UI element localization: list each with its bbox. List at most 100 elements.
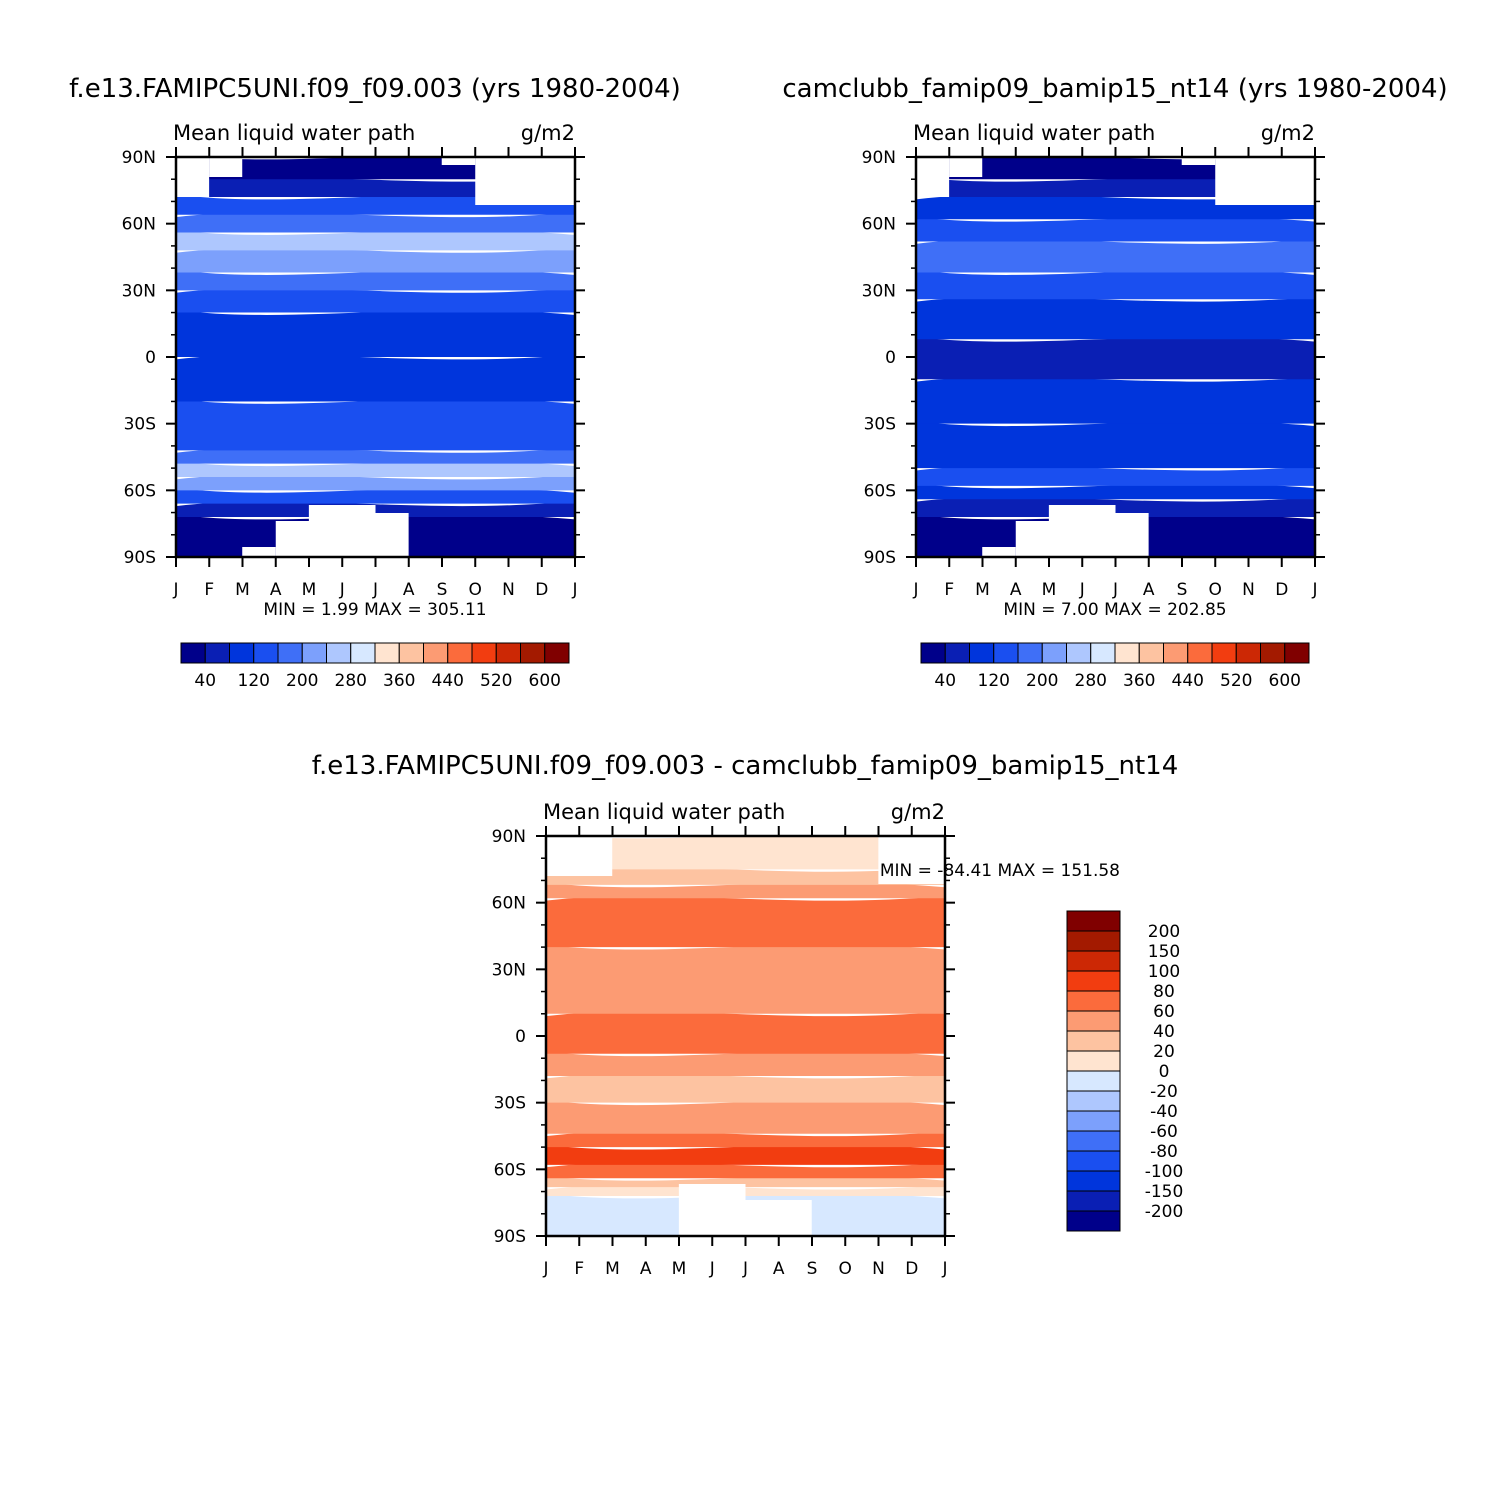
colorbar-label: 0 bbox=[1159, 1062, 1170, 1082]
contour-band bbox=[546, 866, 945, 885]
contour-field bbox=[916, 157, 1315, 557]
x-tick-label: A bbox=[640, 1259, 652, 1279]
x-tick-label: A bbox=[403, 580, 415, 600]
missing-data-region bbox=[1048, 505, 1116, 521]
missing-data-region bbox=[678, 1200, 812, 1236]
y-tick-label: 90N bbox=[862, 148, 896, 168]
y-tick-label: 30N bbox=[492, 960, 526, 980]
x-tick-label: S bbox=[1177, 580, 1188, 600]
contour-band bbox=[176, 399, 575, 451]
colorbar-label: -80 bbox=[1150, 1142, 1178, 1162]
missing-data-region bbox=[949, 157, 983, 177]
x-tick-label: S bbox=[807, 1259, 818, 1279]
colorbar-label: 360 bbox=[383, 671, 415, 691]
colorbar-swatch bbox=[447, 642, 473, 664]
colorbar-swatch bbox=[1066, 1010, 1121, 1032]
colorbar-swatch bbox=[471, 642, 497, 664]
colorbar-label: 100 bbox=[1148, 962, 1180, 982]
missing-data-region bbox=[176, 157, 210, 197]
colorbar-swatch bbox=[1114, 642, 1140, 664]
contour-band bbox=[176, 487, 575, 504]
colorbar-label: -60 bbox=[1150, 1122, 1178, 1142]
x-tick-label: M bbox=[1042, 580, 1057, 600]
chart-panel-1: f.e13.FAMIPC5UNI.f09_f09.003 (yrs 1980-2… bbox=[69, 74, 681, 691]
missing-data-region bbox=[982, 547, 1016, 557]
colorbar-swatch bbox=[423, 642, 449, 664]
colorbar-label: -100 bbox=[1145, 1162, 1184, 1182]
colorbar-swatch bbox=[1066, 1070, 1121, 1092]
colorbar-swatch bbox=[1066, 950, 1121, 972]
missing-data-region bbox=[546, 836, 613, 876]
contour-band bbox=[916, 239, 1315, 273]
colorbar-label: 80 bbox=[1153, 982, 1175, 1002]
contour-band bbox=[916, 421, 1315, 469]
colorbar-swatch bbox=[301, 642, 327, 664]
y-tick-label: 30S bbox=[124, 415, 156, 435]
x-tick-label: J bbox=[172, 580, 178, 600]
x-tick-label: M bbox=[605, 1259, 620, 1279]
colorbar-swatch bbox=[1138, 642, 1164, 664]
x-tick-label: A bbox=[773, 1259, 785, 1279]
y-tick-label: 60S bbox=[494, 1160, 526, 1180]
y-tick-label: 60N bbox=[492, 894, 526, 914]
contour-band bbox=[916, 296, 1315, 340]
colorbar-swatch bbox=[1066, 642, 1092, 664]
missing-data-region bbox=[916, 157, 950, 197]
x-tick-label: D bbox=[1275, 580, 1288, 600]
x-tick-label: O bbox=[469, 580, 482, 600]
min-max-stats: MIN = -84.41 MAX = 151.58 bbox=[880, 861, 1120, 881]
x-tick-label: J bbox=[1311, 580, 1317, 600]
contour-band bbox=[546, 1100, 945, 1134]
missing-data-region bbox=[275, 521, 376, 557]
colorbar-swatch bbox=[1066, 970, 1121, 992]
colorbar-label: 520 bbox=[480, 671, 512, 691]
x-tick-label: M bbox=[235, 580, 250, 600]
y-tick-label: 60S bbox=[864, 481, 896, 501]
colorbar-swatch bbox=[520, 642, 546, 664]
colorbar-label: 280 bbox=[1075, 671, 1107, 691]
y-tick-label: 0 bbox=[885, 348, 896, 368]
missing-data-region bbox=[1115, 513, 1149, 557]
colorbar-label: 150 bbox=[1148, 942, 1180, 962]
x-tick-label: N bbox=[872, 1259, 885, 1279]
colorbar-label: 200 bbox=[286, 671, 318, 691]
colorbar-label: 40 bbox=[1153, 1022, 1175, 1042]
x-tick-label: J bbox=[742, 1259, 748, 1279]
missing-data-region bbox=[308, 505, 376, 521]
colorbar-label: 520 bbox=[1220, 671, 1252, 691]
chart-left-subtitle: Mean liquid water path bbox=[173, 121, 415, 145]
colorbar-swatch bbox=[1066, 990, 1121, 1012]
x-tick-label: F bbox=[574, 1259, 584, 1279]
colorbar-swatch bbox=[1066, 1030, 1121, 1052]
chart-units: g/m2 bbox=[891, 800, 945, 824]
colorbar-swatch bbox=[1066, 1190, 1121, 1212]
contour-band bbox=[546, 882, 945, 899]
contour-band bbox=[176, 270, 575, 291]
y-tick-label: 0 bbox=[515, 1027, 526, 1047]
chart-units: g/m2 bbox=[521, 121, 575, 145]
colorbar-swatch bbox=[1260, 642, 1286, 664]
chart-left-subtitle: Mean liquid water path bbox=[913, 121, 1155, 145]
colorbar-swatch bbox=[1066, 910, 1121, 932]
colorbar-label: 200 bbox=[1148, 922, 1180, 942]
y-tick-label: 90N bbox=[492, 827, 526, 847]
x-tick-label: M bbox=[672, 1259, 687, 1279]
x-tick-label: O bbox=[1209, 580, 1222, 600]
colorbar-label: 440 bbox=[432, 671, 464, 691]
contour-band bbox=[916, 336, 1315, 380]
colorbar-label: -20 bbox=[1150, 1082, 1178, 1102]
colorbar: 200150100806040200-20-40-60-80-100-150-2… bbox=[1066, 910, 1184, 1232]
missing-data-region bbox=[1015, 521, 1116, 557]
x-tick-label: J bbox=[339, 580, 345, 600]
x-tick-label: A bbox=[1010, 580, 1022, 600]
contour-band bbox=[916, 216, 1315, 242]
colorbar-swatch bbox=[1066, 1090, 1121, 1112]
contour-band bbox=[546, 1144, 945, 1165]
colorbar-swatch bbox=[544, 642, 570, 664]
colorbar-swatch bbox=[1187, 642, 1213, 664]
x-tick-label: J bbox=[1112, 580, 1118, 600]
missing-data-region bbox=[475, 157, 575, 205]
contour-band bbox=[916, 376, 1315, 424]
contour-band bbox=[916, 465, 1315, 486]
y-tick-label: 0 bbox=[145, 348, 156, 368]
